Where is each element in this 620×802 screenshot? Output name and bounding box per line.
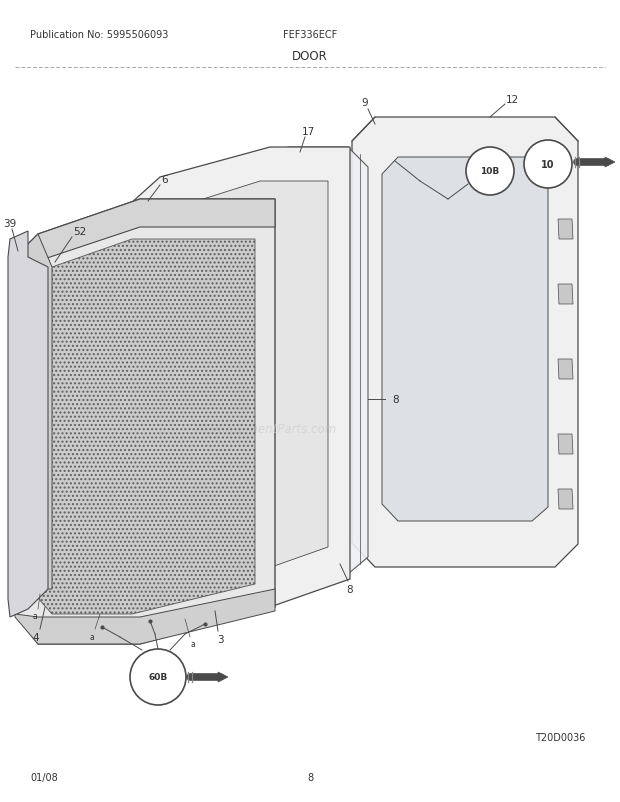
- Text: Publication No: 5995506093: Publication No: 5995506093: [30, 30, 169, 40]
- Polygon shape: [352, 118, 578, 567]
- Circle shape: [466, 148, 514, 196]
- Polygon shape: [558, 220, 573, 240]
- Polygon shape: [558, 359, 573, 379]
- Polygon shape: [8, 232, 48, 618]
- Text: 8: 8: [347, 585, 353, 594]
- Polygon shape: [15, 200, 275, 644]
- Polygon shape: [605, 158, 615, 168]
- Text: 10B: 10B: [480, 168, 500, 176]
- Text: 4: 4: [33, 632, 39, 642]
- Text: 6: 6: [162, 175, 168, 184]
- Circle shape: [130, 649, 186, 705]
- Text: DOOR: DOOR: [292, 50, 328, 63]
- Text: a: a: [33, 612, 37, 621]
- Polygon shape: [38, 200, 275, 261]
- Polygon shape: [558, 489, 573, 509]
- Polygon shape: [558, 435, 573, 455]
- Text: 8: 8: [307, 772, 313, 782]
- Text: a: a: [190, 640, 195, 649]
- Polygon shape: [15, 589, 275, 644]
- Text: 52: 52: [73, 227, 87, 237]
- Text: 8: 8: [392, 395, 399, 404]
- Polygon shape: [130, 148, 350, 607]
- Text: 9: 9: [361, 98, 368, 107]
- Text: a: a: [90, 633, 94, 642]
- Polygon shape: [15, 235, 52, 589]
- Text: 39: 39: [3, 219, 17, 229]
- Polygon shape: [218, 672, 228, 683]
- Text: 3: 3: [216, 634, 223, 644]
- Text: eReplacementParts.com: eReplacementParts.com: [193, 423, 337, 436]
- Circle shape: [524, 141, 572, 188]
- Polygon shape: [558, 285, 573, 305]
- Polygon shape: [150, 182, 328, 571]
- Text: 12: 12: [505, 95, 518, 105]
- Text: 17: 17: [301, 127, 314, 137]
- Text: FEF336ECF: FEF336ECF: [283, 30, 337, 40]
- Polygon shape: [268, 148, 368, 574]
- Polygon shape: [30, 240, 255, 614]
- Text: T20D0036: T20D0036: [535, 732, 585, 742]
- Text: 60B: 60B: [148, 673, 167, 682]
- Text: 01/08: 01/08: [30, 772, 58, 782]
- Text: 10: 10: [541, 160, 555, 170]
- Polygon shape: [382, 158, 548, 521]
